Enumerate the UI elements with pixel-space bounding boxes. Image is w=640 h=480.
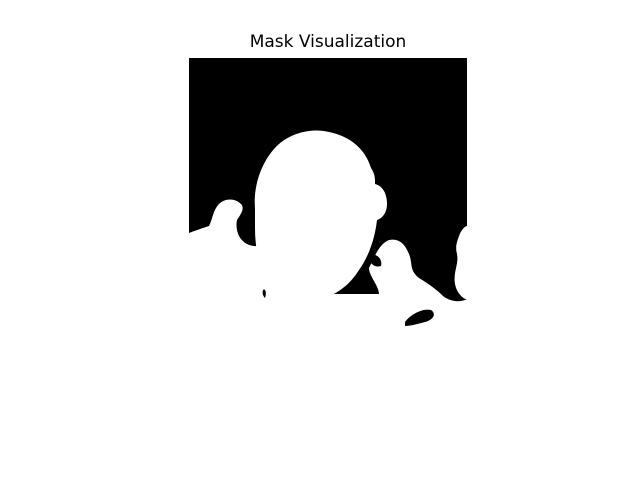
mask-hole-neck — [349, 281, 355, 292]
mask-image — [189, 58, 467, 336]
mask-foreground-head — [254, 130, 387, 301]
figure-title: Mask Visualization — [249, 32, 407, 52]
mask-foreground-right — [454, 226, 467, 300]
mask-hole-right-head — [369, 254, 382, 267]
mask-hole-left — [262, 289, 266, 298]
mask-foreground-body — [189, 199, 467, 336]
mask-hole-bottom — [405, 309, 434, 326]
mask-svg — [189, 58, 467, 336]
